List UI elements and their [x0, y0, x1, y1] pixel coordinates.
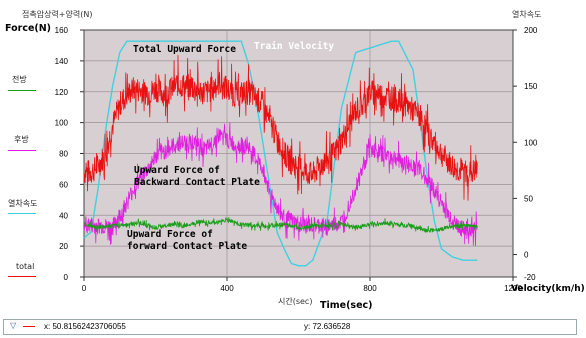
series-line-train-velocity — [83, 40, 478, 267]
annotation-total-force: Total Upward Force — [133, 44, 236, 55]
y2-tick-label: 100 — [524, 138, 538, 147]
series-line-forward — [83, 216, 478, 234]
y-tick-label: 100 — [55, 119, 69, 128]
left-axis-title: Force(N) — [5, 23, 52, 34]
annotation-train-velocity: Train Velocity — [254, 41, 335, 52]
y2-tick-label: 150 — [524, 82, 538, 91]
status-y-value: y: 72.636528 — [304, 322, 351, 331]
x-axis-title: Time(sec) — [320, 300, 373, 311]
status-x-value: x: 50.81562423706055 — [44, 322, 126, 331]
y2-tick-label: -20 — [524, 273, 536, 282]
legend-swatch-total — [8, 276, 36, 277]
status-line-swatch — [23, 326, 35, 327]
annotation-forward-force: Upward Force of forward Contact Plate — [127, 229, 248, 252]
left-axis: 0 20 40 60 80 100 120 140 160 — [55, 26, 84, 282]
status-bar: ▽ x: 50.81562423706055 y: 72.636528 — [3, 319, 577, 335]
y2-tick-label: 200 — [524, 26, 538, 35]
filter-icon[interactable]: ▽ — [10, 321, 17, 330]
x-axis-title-korean: 시간(sec) — [278, 297, 313, 306]
legend-label-backward: 후방 — [14, 135, 29, 144]
legend-label-total: total — [16, 262, 35, 271]
legend-label-train: 열차속도 — [8, 199, 38, 208]
y-tick-label: 120 — [55, 88, 69, 97]
x-tick-label: 0 — [82, 284, 87, 293]
y-tick-label: 80 — [59, 150, 68, 159]
series-layer — [83, 40, 478, 267]
y2-tick-label: 0 — [524, 251, 529, 260]
series-line-backward — [83, 122, 478, 247]
left-axis-title-korean: 접촉압상력+양력(N) — [22, 10, 93, 19]
legend-swatch-forward — [8, 90, 36, 91]
annotation-backward-force: Upward Force of Backward Contact Plate — [134, 165, 260, 188]
right-axis: -20 0 50 100 150 200 — [513, 26, 538, 282]
y-tick-label: 160 — [55, 26, 69, 35]
legend-swatch-train — [8, 213, 36, 214]
y-tick-label: 140 — [55, 57, 69, 66]
y-tick-label: 20 — [59, 242, 68, 251]
x-axis: 0 400 800 1200 — [82, 277, 522, 293]
legend-label-forward: 전방 — [12, 75, 27, 84]
series-line-total — [83, 55, 478, 201]
y-tick-label: 60 — [59, 180, 68, 189]
right-axis-title-korean: 열차속도 — [512, 10, 542, 19]
x-tick-label: 400 — [220, 284, 234, 293]
legend-swatch-backward — [8, 150, 36, 151]
y-tick-label: 0 — [64, 273, 69, 282]
x-tick-label: 800 — [363, 284, 377, 293]
right-axis-title: Velocity(km/h) — [511, 284, 585, 294]
x-tick-label: 1200 — [504, 284, 522, 293]
y-tick-label: 40 — [59, 211, 68, 220]
y2-tick-label: 50 — [524, 194, 533, 203]
